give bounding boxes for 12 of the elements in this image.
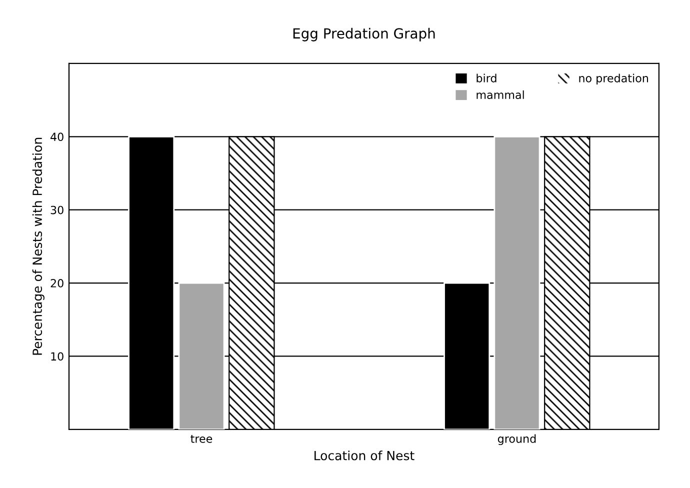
y-axis-title: Percentage of Nests with Predation xyxy=(32,138,44,355)
x-axis-title: Location of Nest xyxy=(314,450,414,460)
legend-label: bird xyxy=(476,74,496,82)
y-tick-label: 10 xyxy=(51,352,64,361)
y-tick-label: 40 xyxy=(50,132,64,142)
chart-title: Egg Predation Graph xyxy=(293,28,435,42)
legend-label: no predation xyxy=(579,74,648,85)
legend-label: mammal xyxy=(476,90,524,100)
y-tick-label: 30 xyxy=(50,206,64,214)
x-tick-label: ground xyxy=(498,434,536,446)
y-tick-label: 20 xyxy=(50,279,64,288)
x-tick-label: tree xyxy=(190,434,212,443)
